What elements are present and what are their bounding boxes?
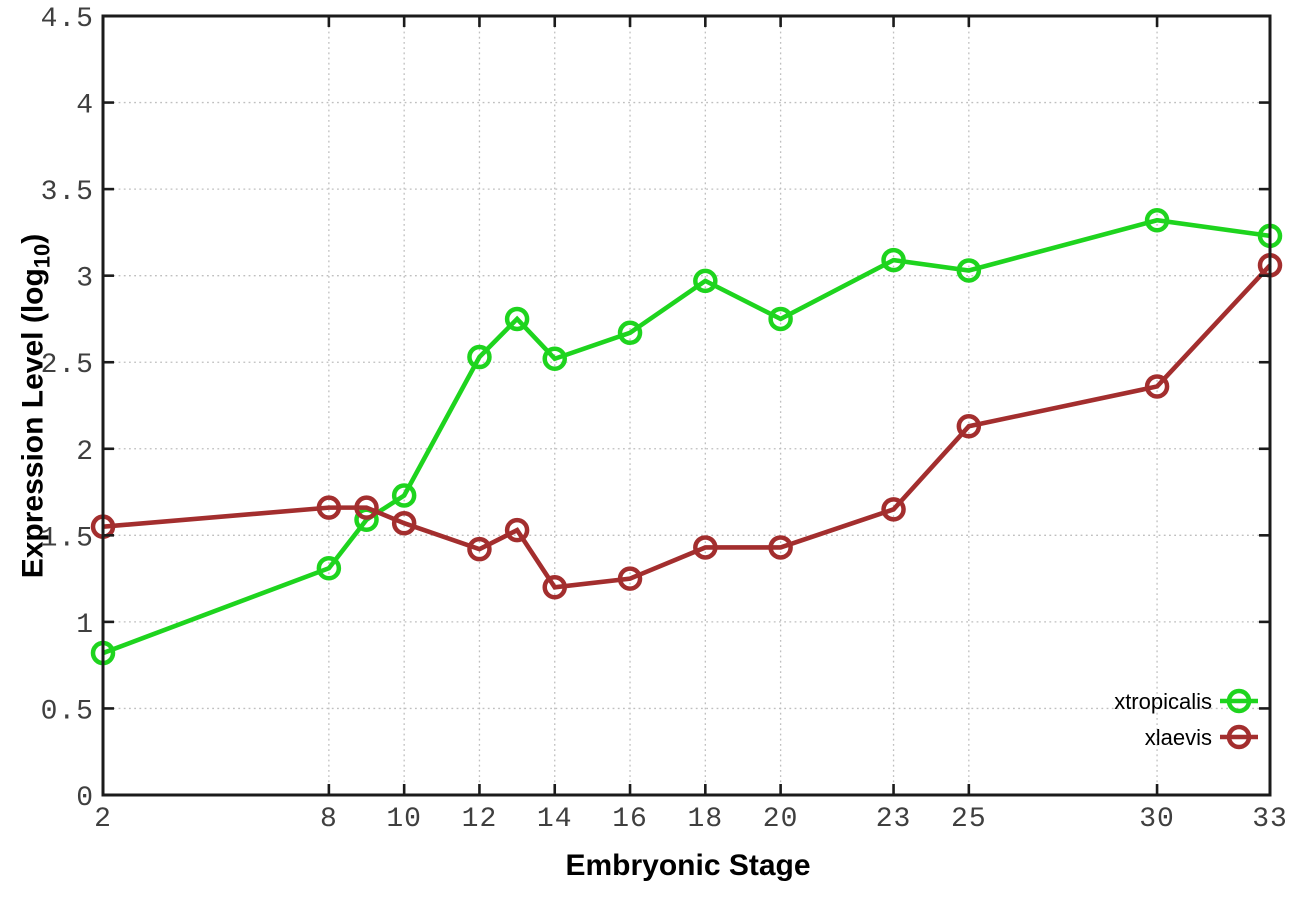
data-point-xlaevis <box>617 566 643 591</box>
data-point-xlaevis <box>354 495 379 520</box>
data-point-xlaevis <box>693 535 718 560</box>
x-tick-label: 2 <box>94 804 112 835</box>
legend-entry-xlaevis: xlaevis <box>1145 724 1258 750</box>
legend-label: xtropicalis <box>1114 689 1212 714</box>
y-axis-title-close: ) <box>16 233 50 244</box>
y-tick-label: 0.5 <box>41 696 94 727</box>
tick-labels-layer: 2 8 10 12 14 16 18 20 23 25 30 33 0 0.5 1 1.5 2 2.5 3 3.5 4 4… <box>41 4 1288 835</box>
data-point-xtropicalis <box>617 320 643 346</box>
legend-marker-circle <box>1226 688 1252 714</box>
y-tick-label: 1.5 <box>41 523 94 554</box>
data-point-xtropicalis <box>316 555 342 581</box>
data-point-xtropicalis <box>1144 208 1170 233</box>
data-point-xlaevis <box>1144 374 1170 399</box>
legend: xtropicalis xlaevis <box>1114 688 1258 750</box>
y-tick-label: 2 <box>76 437 94 468</box>
y-axis-title-subscript: 10 <box>29 243 55 269</box>
legend-entry-xtropicalis: xtropicalis <box>1114 688 1258 714</box>
data-point-xlaevis <box>316 495 342 520</box>
y-tick-label: 1 <box>76 610 94 641</box>
x-tick-label: 14 <box>537 804 573 835</box>
x-tick-label: 33 <box>1252 804 1288 835</box>
series-line-xtropicalis <box>102 217 1271 656</box>
y-tick-label: 4.5 <box>41 4 94 35</box>
data-point-xtropicalis <box>768 306 793 332</box>
data-point-xlaevis <box>467 536 492 562</box>
x-tick-label: 18 <box>688 804 724 835</box>
series-line-xlaevis <box>102 263 1272 590</box>
y-axis-title-text: Expression Level (log <box>16 268 50 579</box>
x-tick-label: 30 <box>1139 804 1175 835</box>
y-tick-label: 3.5 <box>41 177 94 208</box>
data-point-xtropicalis <box>956 258 982 283</box>
data-point-xtropicalis <box>881 247 906 273</box>
y-tick-label: 0 <box>76 783 94 814</box>
legend-marker-circle <box>1226 724 1252 750</box>
data-point-xtropicalis <box>504 306 530 332</box>
y-tick-label: 4 <box>76 91 94 122</box>
x-tick-label: 10 <box>386 804 422 835</box>
x-tick-label: 16 <box>612 804 648 835</box>
data-point-xlaevis <box>391 510 417 536</box>
legend-label: xlaevis <box>1145 725 1212 750</box>
x-axis-title: Embryonic Stage <box>565 849 811 882</box>
x-tick-label: 12 <box>462 804 498 835</box>
x-tick-label: 20 <box>763 804 799 835</box>
series-layer <box>90 208 1283 666</box>
y-tick-label: 2.5 <box>41 350 94 381</box>
grid-layer <box>103 16 1270 795</box>
x-tick-label: 8 <box>320 804 338 835</box>
plot-border <box>101 14 1272 797</box>
data-point-xtropicalis <box>467 344 492 370</box>
data-point-xtropicalis <box>693 268 718 294</box>
data-point-xlaevis <box>881 497 906 522</box>
y-tick-label: 3 <box>76 264 94 295</box>
x-tick-label: 25 <box>951 804 987 835</box>
data-point-xtropicalis <box>542 346 567 372</box>
data-point-xlaevis <box>956 414 982 439</box>
x-tick-label: 23 <box>876 804 912 835</box>
data-point-xlaevis <box>542 575 567 600</box>
data-point-xlaevis <box>504 517 530 543</box>
tick-marks-layer <box>101 14 1272 797</box>
data-point-xtropicalis <box>391 483 417 508</box>
data-point-xlaevis <box>768 535 793 560</box>
plot-border-layer <box>101 14 1272 797</box>
y-axis-title: Expression Level (log10) <box>17 234 56 579</box>
